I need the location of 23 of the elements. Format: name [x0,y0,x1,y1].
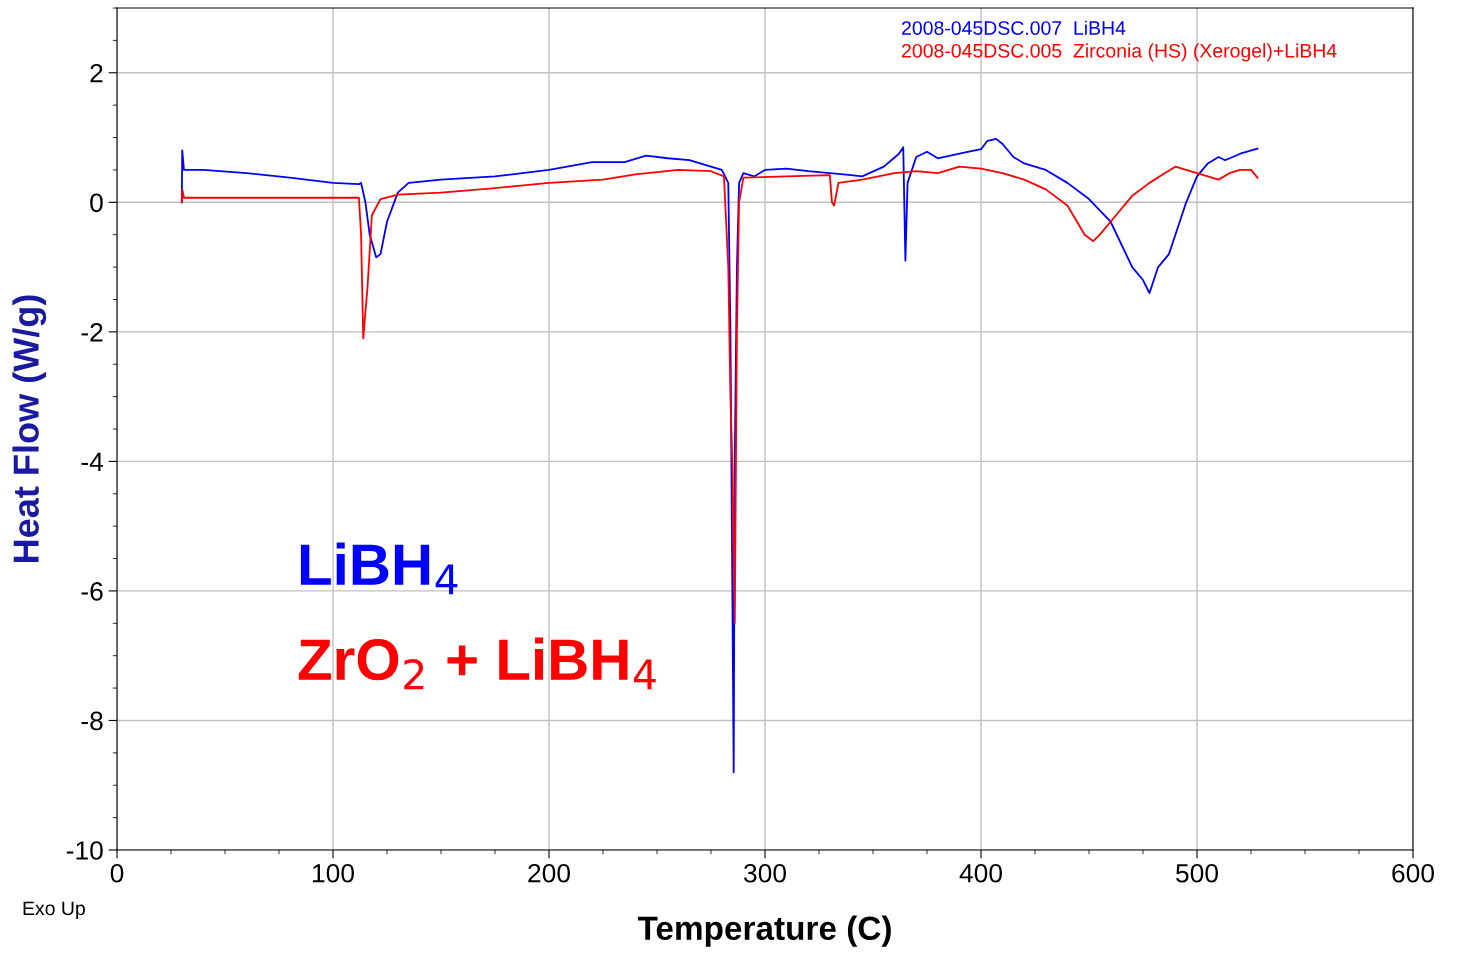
x-tick-label: 300 [743,863,786,883]
y-tick-label: -10 [66,841,103,860]
annotation: LiBH$_{4}$ [300,542,458,595]
x-tick-label: 0 [110,863,124,883]
y-tick-label: 2 [90,63,103,83]
y-tick-label: -8 [81,711,103,731]
x-tick-label: 600 [1392,863,1434,883]
y-tick-label: -4 [81,452,104,471]
x-tick-label: 500 [1176,863,1218,883]
y-axis-title: Heat Flow (W/g) [12,295,47,562]
x-axis-title: Temperature (C) [637,915,891,947]
text: 2008-045DSC.007 LiBH4 [902,20,1126,35]
y-tick-label: -2 [81,322,103,342]
text: Exo Up [23,901,85,920]
y-tick-label: 0 [90,193,103,213]
x-tick-label: 200 [528,863,570,883]
line-series [180,137,1259,774]
x-tick-label: 100 [313,863,354,883]
y-tick-label: -6 [81,582,103,601]
line-series [180,165,1259,625]
annotation: ZrO$_{2}$ + LiBH$_{4}$ [298,637,656,690]
text: 2008-045DSC.005 Zirconia (HS) (Xerogel)+LiBH4 [902,43,1337,62]
x-tick-label: 400 [959,863,1002,883]
